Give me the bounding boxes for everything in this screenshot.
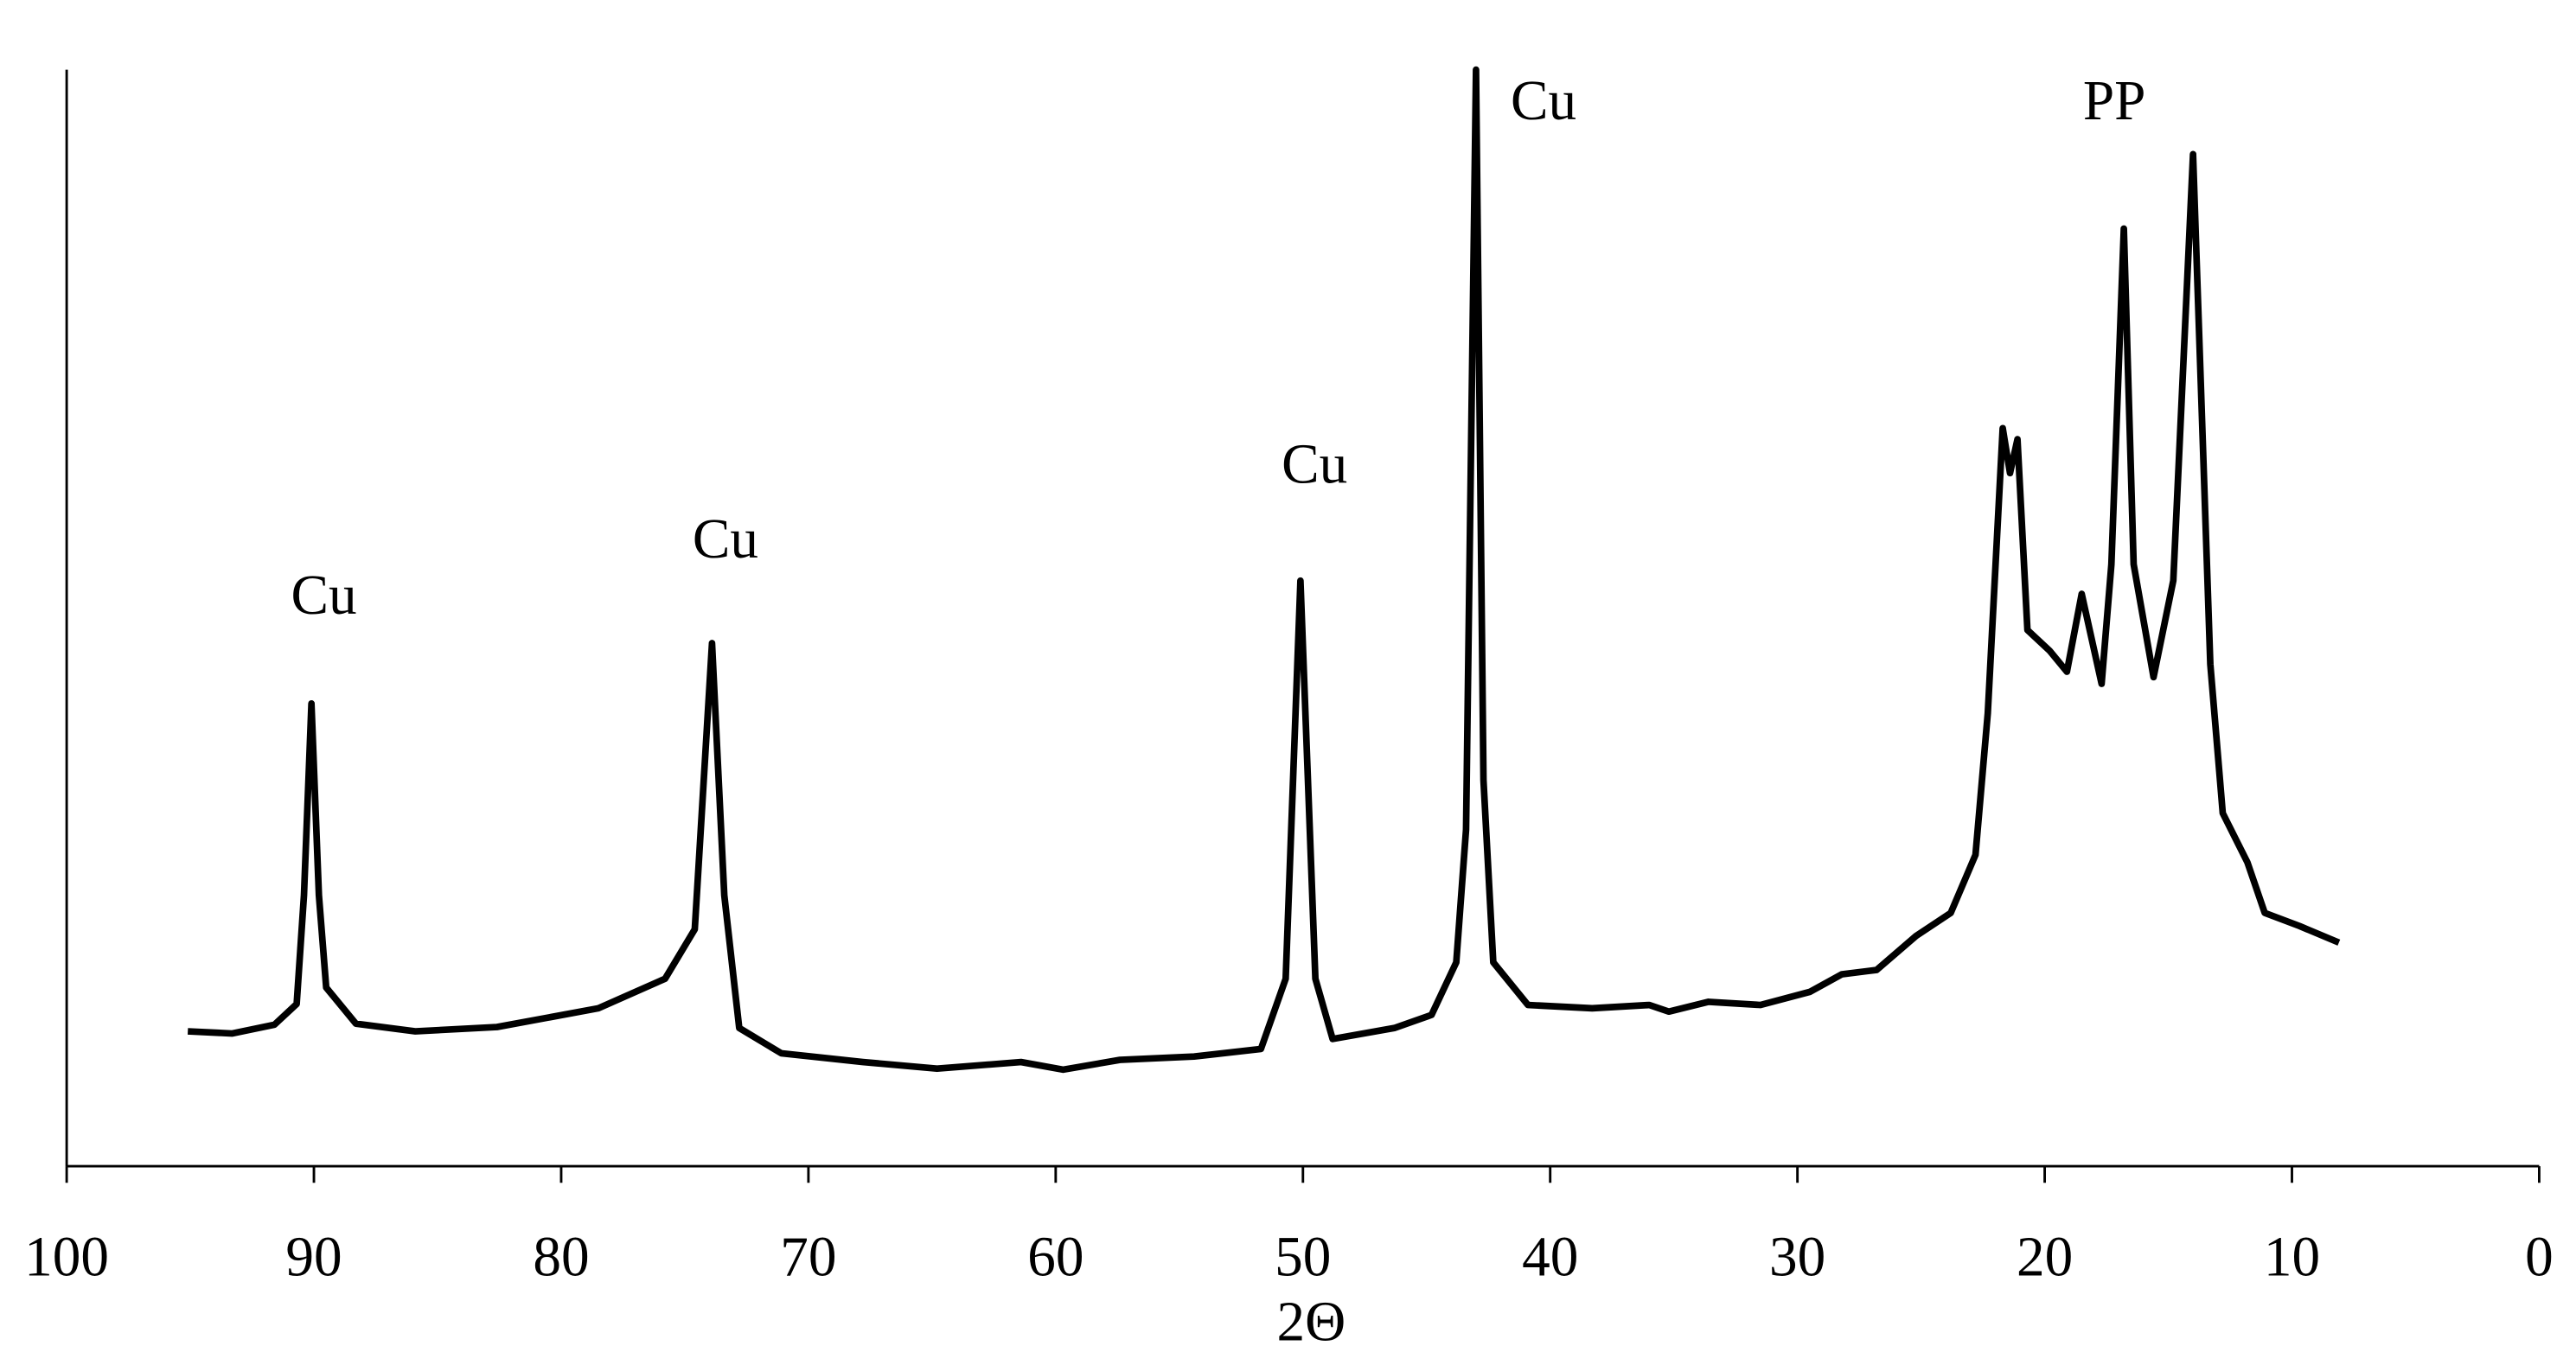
peak-label: Cu xyxy=(1282,433,1347,495)
x-tick-label: 90 xyxy=(285,1227,342,1289)
x-tick-label: 80 xyxy=(533,1227,589,1289)
x-tick-label: 0 xyxy=(2525,1227,2554,1289)
x-tick-label: 100 xyxy=(24,1227,109,1289)
x-tick-label: 30 xyxy=(1769,1227,1825,1289)
x-tick-label: 40 xyxy=(1522,1227,1578,1289)
peak-label: Cu xyxy=(693,508,758,571)
x-tick-label: 70 xyxy=(780,1227,836,1289)
xrd-line xyxy=(188,66,2341,1074)
x-axis-label: 2Θ xyxy=(1276,1291,1346,1352)
peak-label: Cu xyxy=(291,564,356,627)
x-tick-label: 50 xyxy=(1275,1227,1331,1289)
x-tick-label: 10 xyxy=(2264,1227,2320,1289)
x-tick-label: 60 xyxy=(1027,1227,1083,1289)
peak-label: Cu xyxy=(1511,70,1576,132)
x-tick-label: 20 xyxy=(2017,1227,2073,1289)
peak-label: PP xyxy=(2083,70,2146,132)
